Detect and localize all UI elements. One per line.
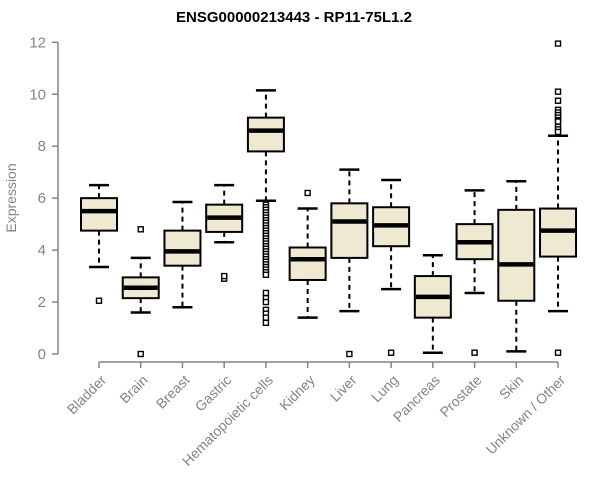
x-category-label: Kidney: [276, 372, 318, 414]
x-category-label: Breast: [153, 372, 193, 412]
boxplot-breast: [163, 200, 202, 309]
outlier-point: [554, 40, 562, 47]
outlier-point: [554, 88, 562, 95]
y-tick-label: 12: [29, 34, 46, 51]
y-tick-label: 2: [38, 294, 46, 311]
y-tick-label: 4: [38, 242, 46, 259]
x-category-label: Unknown / Other: [483, 372, 569, 458]
y-axis-label: Expression: [3, 163, 19, 232]
x-category-label: Liver: [327, 372, 360, 405]
x-category-label: Bladder: [64, 372, 110, 418]
boxplot-unknown-other: [539, 40, 578, 356]
outlier-point: [262, 289, 270, 297]
outlier-point: [220, 272, 228, 280]
boxplot-hematopoietic-cells: [246, 89, 285, 327]
y-tick-label: 0: [38, 346, 46, 363]
x-category-label: Lung: [368, 372, 401, 405]
outlier-point: [304, 189, 311, 197]
iqr-box: [163, 229, 202, 267]
x-category-label: Brain: [116, 372, 150, 406]
outlier-point: [554, 118, 562, 125]
boxplot-bladder: [80, 183, 118, 304]
boxplot-lung: [372, 178, 411, 356]
outlier-point: [262, 314, 270, 321]
iqr-box: [497, 208, 536, 302]
outlier-point: [554, 128, 562, 136]
boxplot-kidney: [288, 189, 327, 319]
y-tick-label: 6: [38, 190, 46, 207]
boxplot-gastric: [205, 183, 244, 282]
outlier-point: [262, 319, 270, 327]
outlier-point: [387, 349, 395, 356]
iqr-box: [246, 116, 285, 153]
y-tick-label: 8: [38, 138, 46, 155]
boxplot-brain: [121, 226, 160, 358]
iqr-box: [80, 197, 118, 232]
boxplot-prostate: [455, 189, 494, 356]
outlier-point: [346, 350, 353, 358]
outlier-point: [262, 298, 270, 306]
outlier-point: [554, 97, 562, 104]
outlier-point: [95, 297, 103, 304]
outlier-point: [137, 226, 144, 233]
chart-title: ENSG00000213443 - RP11-75L1.2: [176, 9, 412, 26]
boxplot-pancreas: [413, 254, 452, 354]
x-category-label: Prostate: [437, 372, 485, 420]
outlier-point: [137, 350, 144, 358]
outlier-point: [554, 349, 562, 356]
x-category-label: Skin: [496, 372, 527, 403]
outlier-point: [471, 349, 478, 356]
boxplot-skin: [497, 180, 536, 353]
outlier-point: [262, 271, 270, 278]
iqr-box: [330, 202, 369, 259]
iqr-box: [288, 246, 327, 281]
boxplot-liver: [330, 168, 369, 358]
y-tick-label: 10: [29, 86, 46, 103]
